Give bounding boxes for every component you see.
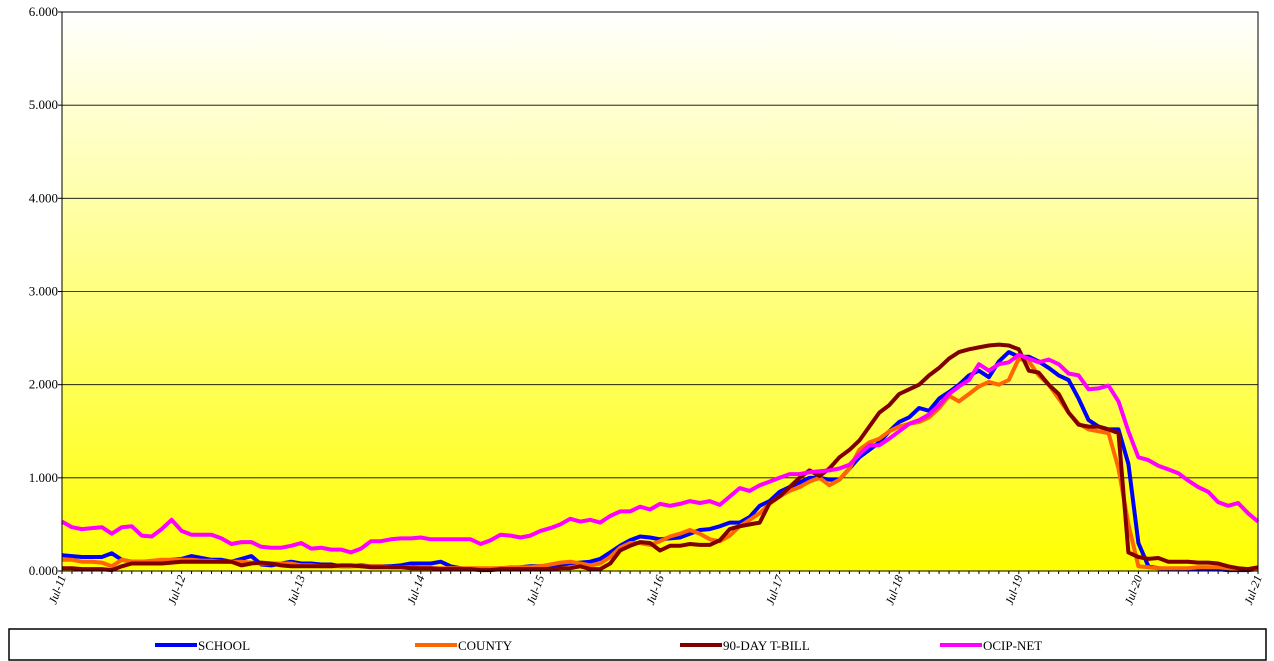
y-tick-label: 0.000 <box>29 563 58 578</box>
x-tick-label: Jul-12 <box>165 573 189 607</box>
y-tick-label: 2.000 <box>29 377 58 392</box>
series-line <box>61 352 1260 555</box>
legend-label: COUNTY <box>458 638 513 653</box>
legend-label: SCHOOL <box>198 638 250 653</box>
legend-label: OCIP-NET <box>983 638 1042 653</box>
y-tick-label: 5.000 <box>29 97 58 112</box>
legend-box <box>8 628 1267 661</box>
y-tick-label: 3.000 <box>29 284 58 299</box>
y-tick-label: 6.000 <box>29 4 58 19</box>
series-line <box>62 342 1259 573</box>
y-tick-label: 4.000 <box>29 190 58 205</box>
x-tick-label: Jul-11 <box>45 573 68 606</box>
x-tick-label: Jul-14 <box>404 573 428 607</box>
legend-label: 90-DAY T-BILL <box>723 638 810 653</box>
y-tick-label: 1.000 <box>29 470 58 485</box>
x-tick-label: Jul-19 <box>1002 573 1026 607</box>
x-tick-label: Jul-15 <box>524 573 548 607</box>
x-tick-label: Jul-16 <box>643 573 667 607</box>
x-tick-label: Jul-13 <box>284 573 308 607</box>
x-tick-label: Jul-20 <box>1122 573 1146 607</box>
x-tick-label: Jul-21 <box>1241 573 1265 607</box>
x-tick-label: Jul-18 <box>882 573 906 607</box>
x-tick-label: Jul-17 <box>763 572 787 607</box>
